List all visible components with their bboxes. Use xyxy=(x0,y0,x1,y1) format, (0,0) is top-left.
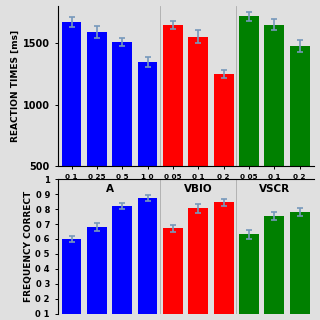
Bar xyxy=(239,16,259,166)
Bar xyxy=(239,235,259,314)
Bar xyxy=(290,46,309,166)
Bar xyxy=(264,216,284,314)
Bar xyxy=(87,227,107,314)
Bar xyxy=(214,74,234,166)
Bar xyxy=(112,206,132,314)
Bar xyxy=(62,239,81,314)
Text: VBIO: VBIO xyxy=(184,184,212,194)
Text: VSCR: VSCR xyxy=(259,184,290,194)
X-axis label: ABSOLUTE AMPLITUDE/SIZE MODULATION: ABSOLUTE AMPLITUDE/SIZE MODULATION xyxy=(95,183,276,192)
Bar xyxy=(188,36,208,166)
Bar xyxy=(163,25,183,166)
Bar xyxy=(290,212,309,314)
Bar xyxy=(62,22,81,166)
Y-axis label: FREQUENCY CORRECT: FREQUENCY CORRECT xyxy=(24,191,33,302)
Bar xyxy=(163,228,183,314)
Text: A: A xyxy=(106,184,114,194)
Bar xyxy=(138,62,157,166)
Y-axis label: REACTION TIMES [ms]: REACTION TIMES [ms] xyxy=(11,30,20,142)
Bar xyxy=(188,208,208,314)
Bar xyxy=(112,42,132,166)
Bar xyxy=(87,32,107,166)
Bar xyxy=(264,25,284,166)
Bar xyxy=(138,198,157,314)
Bar xyxy=(214,202,234,314)
